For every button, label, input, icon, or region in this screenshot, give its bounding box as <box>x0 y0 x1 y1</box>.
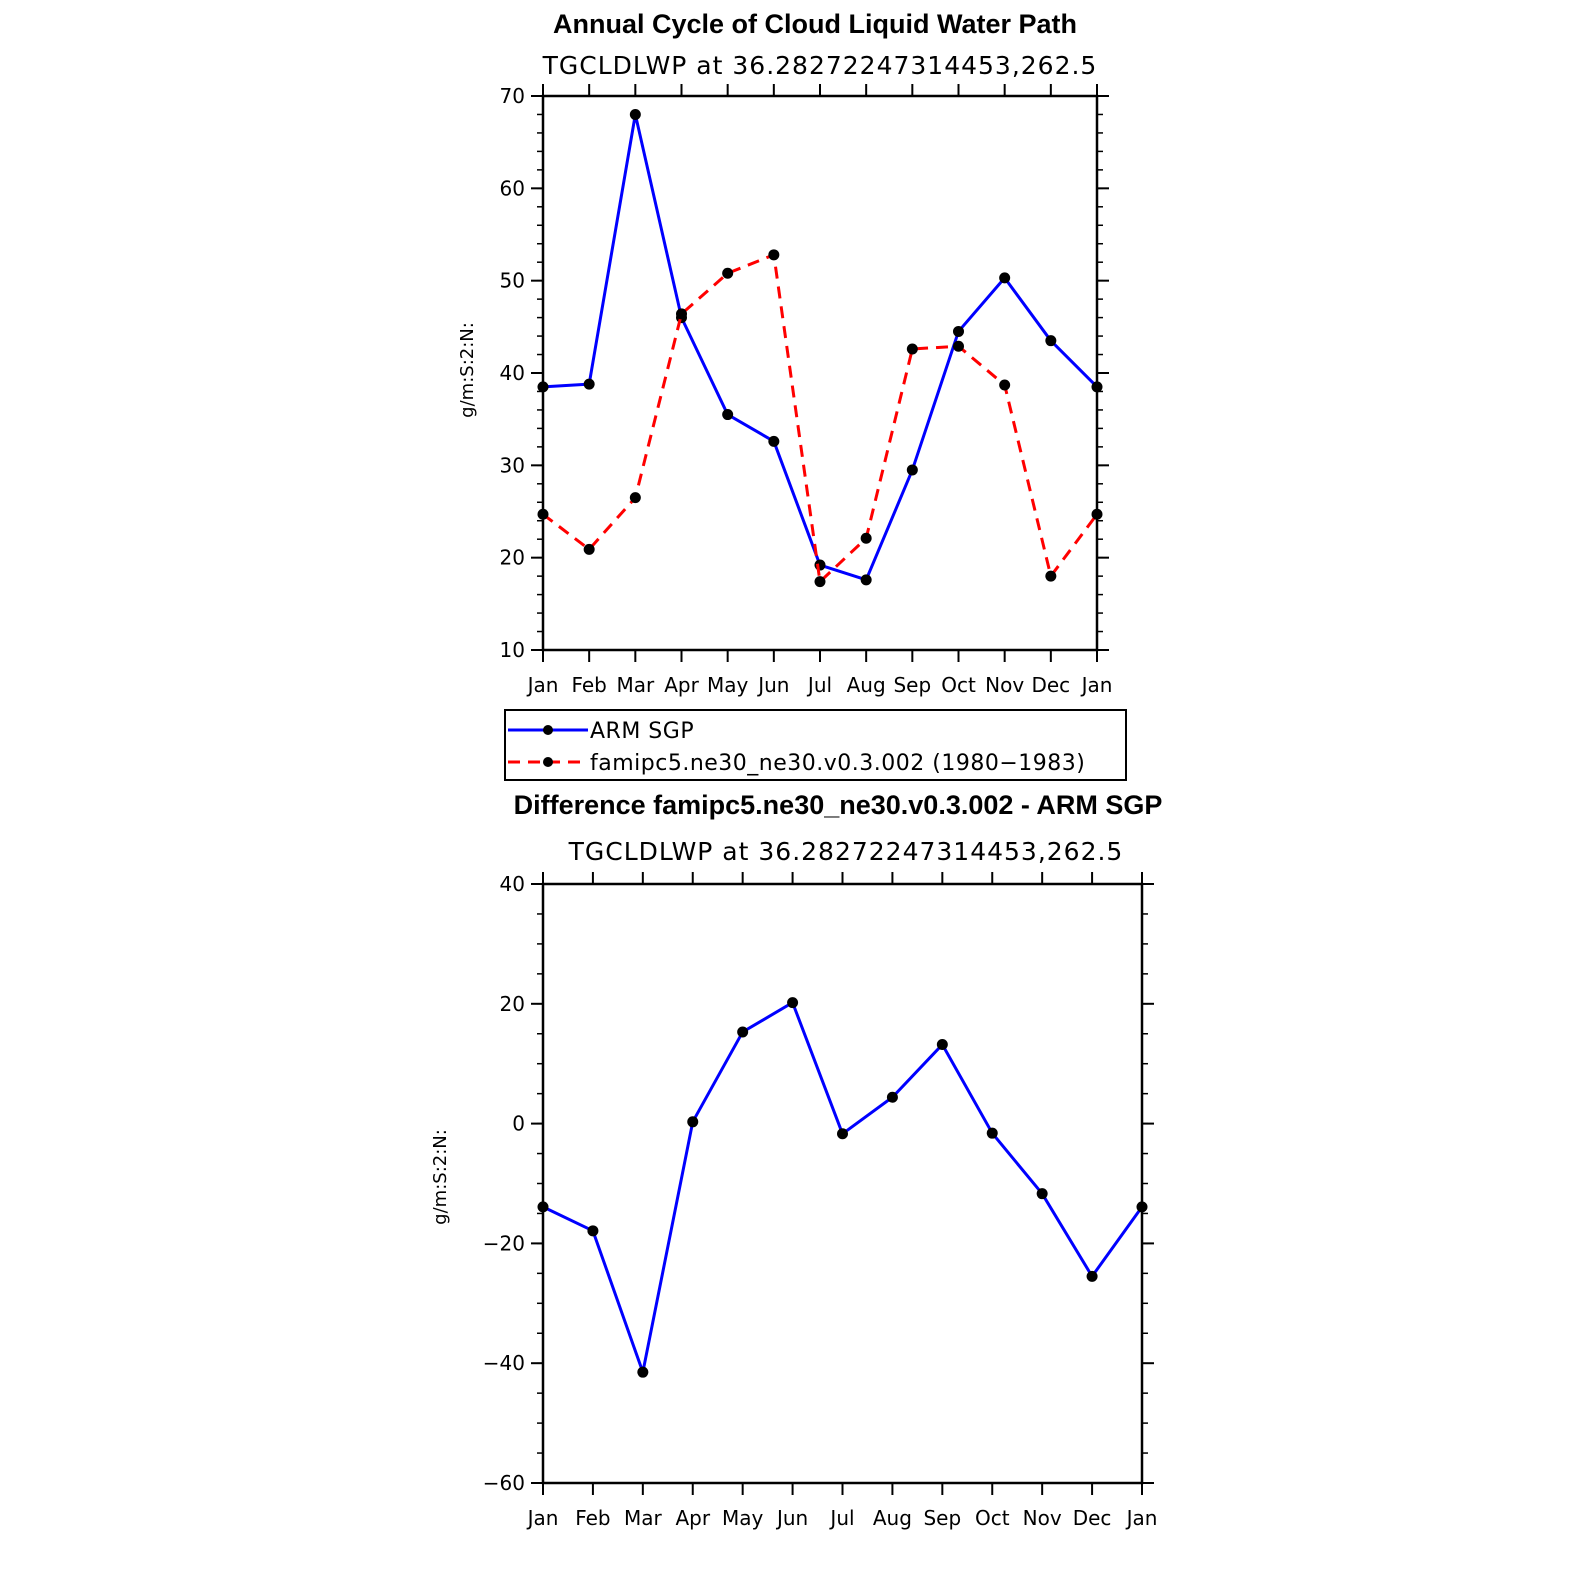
y-tick-label: 50 <box>500 269 525 293</box>
plot-frame <box>541 882 1144 1485</box>
data-point <box>676 308 687 320</box>
data-point <box>629 492 641 504</box>
y-tick-label: 20 <box>500 992 525 1016</box>
legend-label-model: famipc5.ne30_ne30.v0.3.002 (1980−1983) <box>590 751 1085 776</box>
data-point <box>886 1091 898 1103</box>
legend-label-arm-sgp: ARM SGP <box>590 719 694 744</box>
x-tick-label: Feb <box>575 1506 610 1530</box>
x-tick-label: May <box>707 673 749 697</box>
data-point <box>787 997 799 1009</box>
data-point <box>860 532 872 544</box>
x-tick-label: Aug <box>847 673 886 697</box>
data-point <box>583 378 595 390</box>
x-tick-label: Oct <box>975 1506 1010 1530</box>
plot-area: −60 −40 −20 0 20 40 Jan Feb Mar Apr May Jun Jul Aug Se… <box>483 872 1158 1530</box>
chart-subtitle: TGCLDLWP at 36.28272247314453,262.5 <box>542 51 1098 80</box>
data-point <box>587 1225 599 1237</box>
y-tick-label: −60 <box>483 1471 525 1495</box>
x-tick-label: May <box>722 1506 764 1530</box>
data-point <box>583 543 595 555</box>
chart-subtitle: TGCLDLWP at 36.28272247314453,262.5 <box>568 837 1124 866</box>
data-point <box>722 267 734 279</box>
x-tick-label: Sep <box>923 1506 961 1530</box>
data-point <box>629 108 641 120</box>
x-tick-label: Apr <box>675 1506 710 1530</box>
difference-chart: Difference famipc5.ne30_ne30.v0.3.002 - … <box>430 790 1162 1530</box>
data-point <box>768 435 780 447</box>
y-tick-label: −20 <box>483 1231 525 1255</box>
x-tick-label: Jul <box>828 1506 854 1530</box>
x-tick-label: Mar <box>616 673 655 697</box>
chart-title: Annual Cycle of Cloud Liquid Water Path <box>553 9 1077 39</box>
series-line-2 <box>542 253 1099 584</box>
data-point <box>953 325 964 337</box>
x-tick-label: Jan <box>1125 1506 1158 1530</box>
y-tick-label: 10 <box>500 638 525 662</box>
y-tick-label: 40 <box>500 361 525 385</box>
y-tick-label: 60 <box>500 176 525 200</box>
x-tick-label: Jun <box>775 1506 808 1530</box>
data-point <box>906 343 918 355</box>
x-tick-label: Mar <box>624 1506 663 1530</box>
data-point <box>906 464 918 476</box>
x-tick-label: Dec <box>1073 1506 1112 1530</box>
data-point <box>999 379 1011 391</box>
data-point <box>837 1128 848 1140</box>
data-point <box>860 574 872 586</box>
plot-area: 10 20 30 40 50 60 70 Jan Feb Mar Apr May Jun Jul Aug Se… <box>500 84 1113 697</box>
y-tick-label: 0 <box>512 1112 525 1136</box>
series-line-1 <box>542 1001 1144 1374</box>
chart-title: Difference famipc5.ne30_ne30.v0.3.002 - … <box>514 790 1163 820</box>
data-point <box>1045 570 1057 582</box>
data-point <box>1091 381 1103 393</box>
data-point <box>637 1366 649 1378</box>
x-tick-label: Oct <box>941 673 976 697</box>
data-point <box>986 1127 998 1139</box>
y-axis-label: g/m:S:2:N: <box>457 322 478 418</box>
x-tick-label: Jul <box>806 673 832 697</box>
legend-box <box>504 709 1127 781</box>
data-point <box>722 409 734 421</box>
data-point <box>768 249 780 261</box>
data-point <box>999 272 1011 284</box>
x-tick-label: Dec <box>1031 673 1070 697</box>
data-point <box>687 1116 699 1128</box>
x-tick-label: Jan <box>526 1506 559 1530</box>
x-tick-label: Aug <box>873 1506 912 1530</box>
x-tick-label: Feb <box>571 673 606 697</box>
x-tick-label: Jan <box>526 673 559 697</box>
data-point <box>1136 1201 1148 1213</box>
data-point <box>537 1201 549 1213</box>
y-axis-label: g/m:S:2:N: <box>430 1129 451 1225</box>
y-tick-label: 20 <box>500 546 525 570</box>
data-point <box>1045 335 1057 347</box>
data-point <box>737 1026 749 1038</box>
annual-cycle-chart: Annual Cycle of Cloud Liquid Water Path … <box>457 9 1112 697</box>
data-point <box>953 340 964 352</box>
x-tick-label: Apr <box>664 673 699 697</box>
y-tick-label: 70 <box>500 84 525 108</box>
data-point <box>1086 1270 1098 1282</box>
x-tick-label: Sep <box>893 673 931 697</box>
x-tick-label: Nov <box>985 673 1024 697</box>
x-tick-label: Nov <box>1023 1506 1062 1530</box>
data-point <box>537 508 549 520</box>
legend-marker-arm-sgp <box>543 725 553 735</box>
data-point <box>936 1039 948 1051</box>
x-tick-label: Jan <box>1080 673 1113 697</box>
data-point <box>1091 508 1103 520</box>
y-tick-label: 40 <box>500 872 525 896</box>
x-tick-label: Jun <box>756 673 789 697</box>
data-point <box>537 381 549 393</box>
y-tick-label: −40 <box>483 1351 525 1375</box>
y-tick-label: 30 <box>500 453 525 477</box>
data-point <box>1036 1188 1048 1200</box>
data-point <box>814 576 826 588</box>
legend-marker-model <box>543 757 553 767</box>
legend: ARM SGP famipc5.ne30_ne30.v0.3.002 (1980… <box>504 709 1127 781</box>
